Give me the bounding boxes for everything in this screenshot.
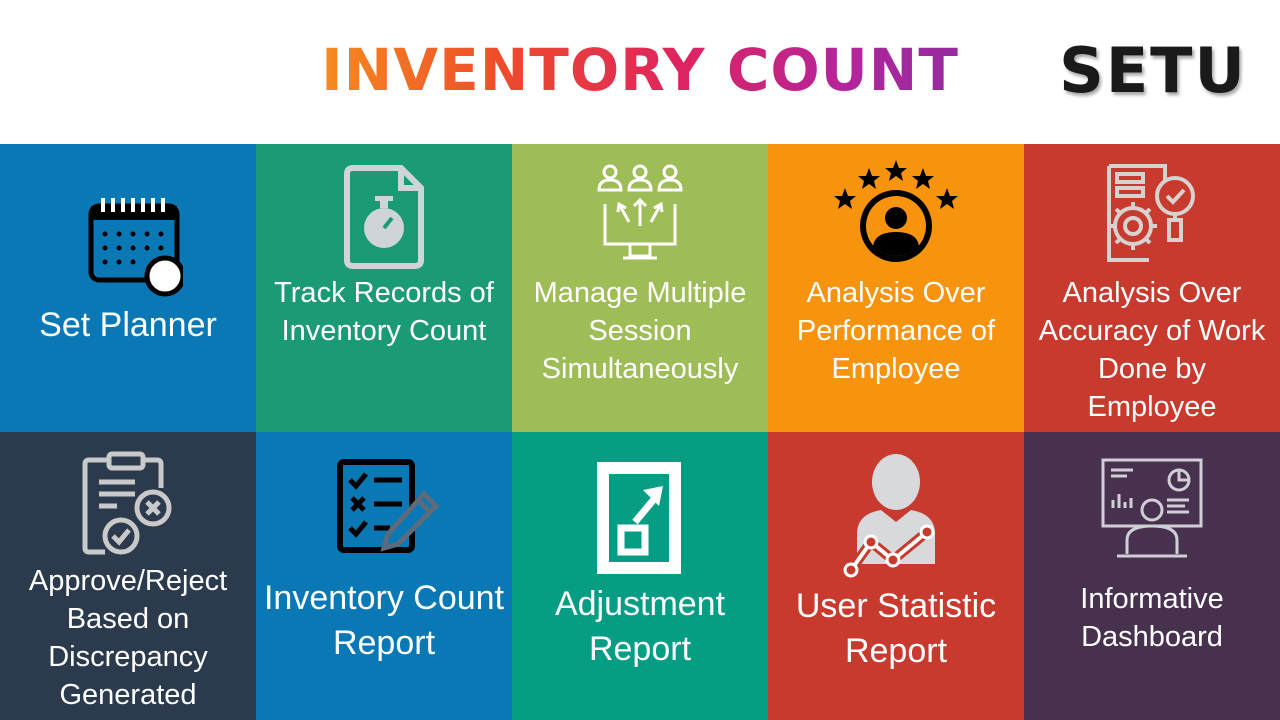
tile-label: Set Planner bbox=[39, 306, 217, 344]
tile-set-planner: Set Planner bbox=[0, 144, 256, 432]
tile-label: Informative Dashboard bbox=[1080, 583, 1224, 653]
tile-manage-multiple: Manage Multiple Session Simultaneously bbox=[512, 144, 768, 432]
stopwatch-document-icon bbox=[256, 160, 512, 270]
header: INVENTORY COUNT SETU bbox=[0, 0, 1280, 144]
star-employee-icon bbox=[768, 158, 1024, 268]
feature-grid: Set Planner Track Records of Inventory C… bbox=[0, 144, 1280, 720]
tile-analysis-accuracy: Analysis Over Accuracy of Work Done by E… bbox=[1024, 144, 1280, 432]
setu-logo: SETU bbox=[1059, 34, 1247, 107]
tile-adjustment-report: Adjustment Report bbox=[512, 432, 768, 720]
user-statistic-icon bbox=[768, 452, 1024, 578]
checklist-pencil-icon bbox=[256, 446, 512, 556]
tile-label: Approve/Reject Based on Discrepancy Gene… bbox=[28, 565, 228, 711]
tile-inventory-count-report: Inventory Count Report bbox=[256, 432, 512, 720]
calendar-clock-icon bbox=[0, 194, 256, 304]
clipboard-approve-reject-icon bbox=[0, 448, 256, 558]
adjustment-arrow-icon bbox=[512, 460, 768, 574]
tile-label: Analysis Over Accuracy of Work Done by E… bbox=[1038, 277, 1266, 423]
tile-label: Manage Multiple Session Simultaneously bbox=[533, 277, 747, 385]
tile-label: Adjustment Report bbox=[554, 585, 726, 668]
tile-approve-reject: Approve/Reject Based on Discrepancy Gene… bbox=[0, 432, 256, 720]
gear-magnifier-icon bbox=[1024, 160, 1280, 270]
tile-label: Analysis Over Performance of Employee bbox=[796, 277, 996, 385]
tile-label: Inventory Count Report bbox=[263, 579, 505, 662]
tile-label: Track Records of Inventory Count bbox=[274, 277, 494, 347]
tile-user-statistic-report: User Statistic Report bbox=[768, 432, 1024, 720]
dashboard-presenter-icon bbox=[1024, 454, 1280, 564]
tile-informative-dashboard: Informative Dashboard bbox=[1024, 432, 1280, 720]
users-monitor-icon bbox=[512, 158, 768, 268]
tile-track-records: Track Records of Inventory Count bbox=[256, 144, 512, 432]
tile-analysis-performance: Analysis Over Performance of Employee bbox=[768, 144, 1024, 432]
page-title: INVENTORY COUNT bbox=[300, 30, 980, 110]
tile-label: User Statistic Report bbox=[795, 587, 997, 670]
